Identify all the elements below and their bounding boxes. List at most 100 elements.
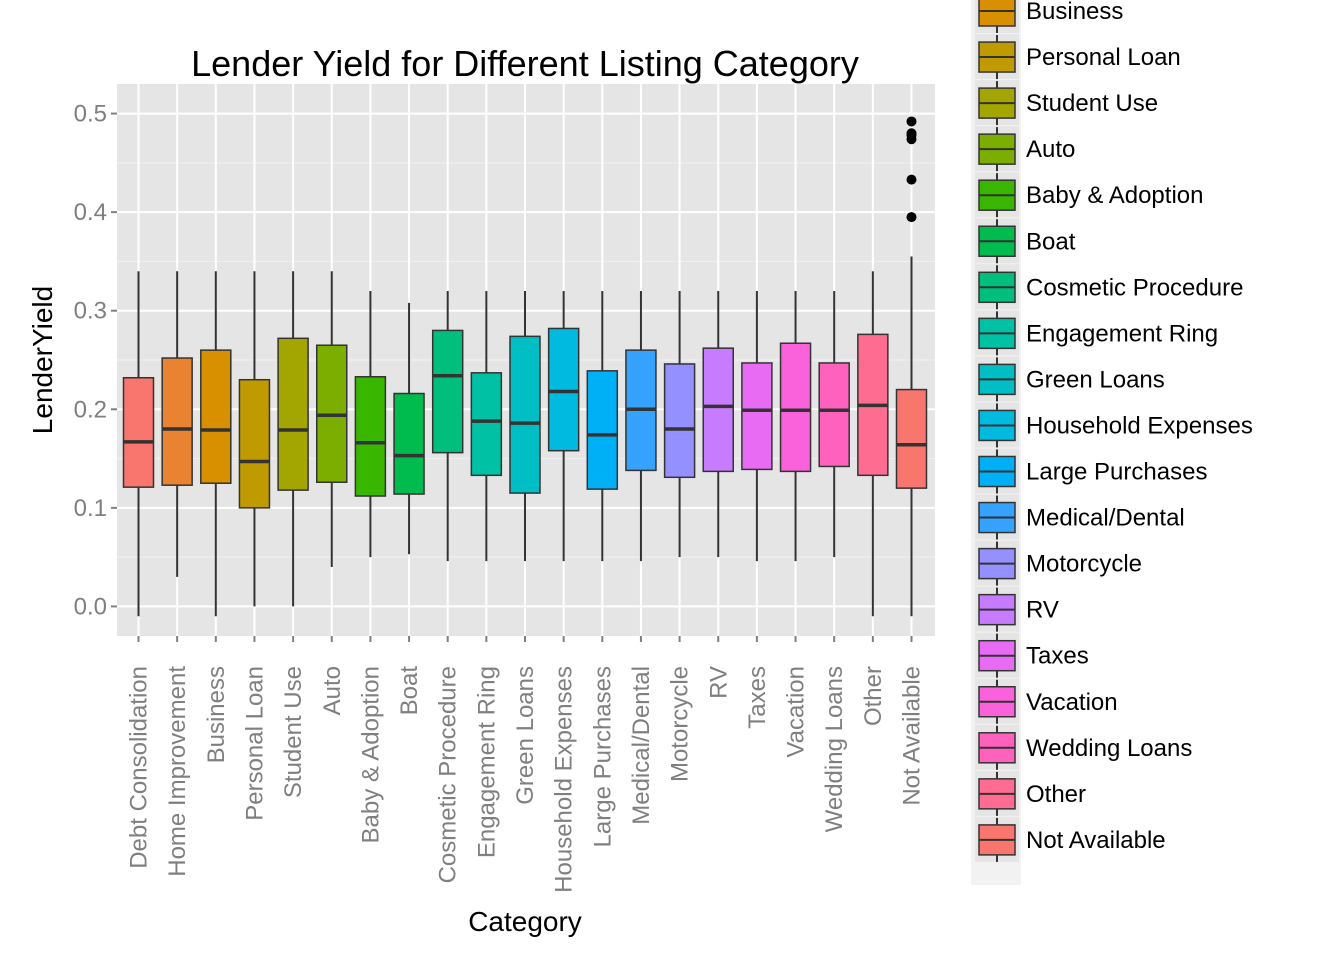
legend: Business Personal Loan Student Use Auto Baby… xyxy=(971,0,1253,885)
legend-label: Student Use xyxy=(1026,90,1158,117)
legend-item-personal-loan: Personal Loan xyxy=(975,34,1181,80)
legend-label: Wedding Loans xyxy=(1026,735,1192,762)
x-tick-label: Taxes xyxy=(744,666,771,729)
x-tick-label: Business xyxy=(203,666,230,763)
x-tick-label: Other xyxy=(860,666,887,726)
box-wedding-loans xyxy=(818,291,850,558)
y-tick-label: 0.2 xyxy=(74,396,107,423)
x-tick-label: Green Loans xyxy=(512,666,539,805)
legend-item-not-available: Not Available xyxy=(975,816,1166,862)
legend-label: Motorcycle xyxy=(1026,551,1142,578)
box-body xyxy=(509,335,541,494)
legend-label: Taxes xyxy=(1026,643,1089,670)
legend-item-green-loans: Green Loans xyxy=(975,356,1165,402)
x-tick-label: Wedding Loans xyxy=(821,666,848,832)
box-boat xyxy=(393,302,425,555)
boxes xyxy=(122,116,928,617)
y-axis-ticks: 0.0 0.1 0.2 0.3 0.4 0.5 xyxy=(74,101,117,620)
legend-label: Personal Loan xyxy=(1026,44,1181,71)
legend-label: Not Available xyxy=(1026,827,1166,854)
box-personal-loan xyxy=(238,271,271,607)
legend-label: Auto xyxy=(1026,136,1075,163)
box-body xyxy=(431,329,464,454)
legend-item-household-expenses: Household Expenses xyxy=(975,402,1253,448)
x-tick-label: Baby & Adoption xyxy=(357,666,384,843)
box-body xyxy=(895,388,928,489)
box-body xyxy=(741,362,773,471)
legend-item-boat: Boat xyxy=(975,218,1076,264)
box-vacation xyxy=(779,291,812,562)
box-baby-adoption xyxy=(354,291,387,558)
legend-swatch xyxy=(978,0,1016,27)
x-tick-label: Personal Loan xyxy=(241,666,268,821)
legend-label: Household Expenses xyxy=(1026,412,1253,439)
box-debt-consolidation xyxy=(122,271,155,617)
box-body xyxy=(200,349,232,484)
legend-item-medical-dental: Medical/Dental xyxy=(975,494,1185,540)
x-tick-label: Debt Consolidation xyxy=(126,666,153,869)
y-tick-label: 0.5 xyxy=(74,101,107,128)
legend-label: Green Loans xyxy=(1026,366,1165,393)
box-body xyxy=(547,327,580,452)
box-engagement-ring xyxy=(470,291,503,562)
legend-item-business: Business xyxy=(975,0,1123,33)
x-tick-label: Auto xyxy=(319,666,346,715)
outlier-point xyxy=(906,212,917,223)
x-tick-label: Student Use xyxy=(280,666,307,798)
box-body xyxy=(702,347,734,473)
box-student-use xyxy=(277,271,309,607)
legend-label: Boat xyxy=(1026,228,1076,255)
x-tick-label: RV xyxy=(705,666,732,699)
x-tick-label: Boat xyxy=(396,666,423,716)
x-axis-title: Category xyxy=(468,906,582,937)
x-tick-label: Cosmetic Procedure xyxy=(435,666,462,883)
legend-item-rv: RV xyxy=(975,586,1059,632)
box-medical-dental xyxy=(625,291,657,562)
box-green-loans xyxy=(509,291,541,562)
outlier-point xyxy=(906,174,917,185)
y-axis-title: LenderYield xyxy=(27,286,58,434)
legend-item-wedding-loans: Wedding Loans xyxy=(975,724,1192,770)
outlier-point xyxy=(906,116,917,127)
x-tick-label: Not Available xyxy=(899,666,926,806)
y-tick-label: 0.3 xyxy=(74,298,107,325)
box-not-available xyxy=(895,116,928,617)
box-body xyxy=(277,337,309,491)
box-body xyxy=(354,376,387,497)
legend-item-other: Other xyxy=(975,770,1086,816)
legend-item-student-use: Student Use xyxy=(975,80,1158,126)
box-home-improvement xyxy=(161,271,193,577)
box-body xyxy=(238,378,271,509)
box-other xyxy=(857,271,889,617)
legend-label: Other xyxy=(1026,781,1086,808)
y-tick-label: 0.4 xyxy=(74,199,107,226)
legend-label: Baby & Adoption xyxy=(1026,182,1203,209)
y-tick-label: 0.0 xyxy=(74,593,107,620)
box-body xyxy=(818,362,850,468)
box-household-expenses xyxy=(547,291,580,562)
box-large-purchases xyxy=(586,291,619,562)
box-motorcycle xyxy=(663,291,696,558)
legend-label: RV xyxy=(1026,597,1059,624)
outlier-point xyxy=(906,128,917,139)
box-body xyxy=(122,376,155,488)
legend-label: Medical/Dental xyxy=(1026,505,1185,532)
box-body xyxy=(470,372,503,477)
box-body xyxy=(393,392,425,495)
box-body xyxy=(161,357,193,486)
legend-label: Vacation xyxy=(1026,689,1118,716)
x-tick-label: Home Improvement xyxy=(164,666,191,877)
legend-item-vacation: Vacation xyxy=(975,678,1118,724)
x-tick-label: Large Purchases xyxy=(589,666,616,847)
x-tick-label: Vacation xyxy=(783,666,810,758)
legend-label: Engagement Ring xyxy=(1026,320,1218,347)
x-tick-label: Motorcycle xyxy=(667,666,694,782)
x-axis-ticks: Debt Consolidation Home Improvement Busine… xyxy=(126,636,926,893)
legend-item-taxes: Taxes xyxy=(975,632,1089,678)
legend-item-motorcycle: Motorcycle xyxy=(975,540,1142,586)
box-taxes xyxy=(741,291,773,562)
x-tick-label: Engagement Ring xyxy=(473,666,500,858)
box-rv xyxy=(702,291,734,558)
legend-item-baby-adoption: Baby & Adoption xyxy=(975,172,1203,218)
